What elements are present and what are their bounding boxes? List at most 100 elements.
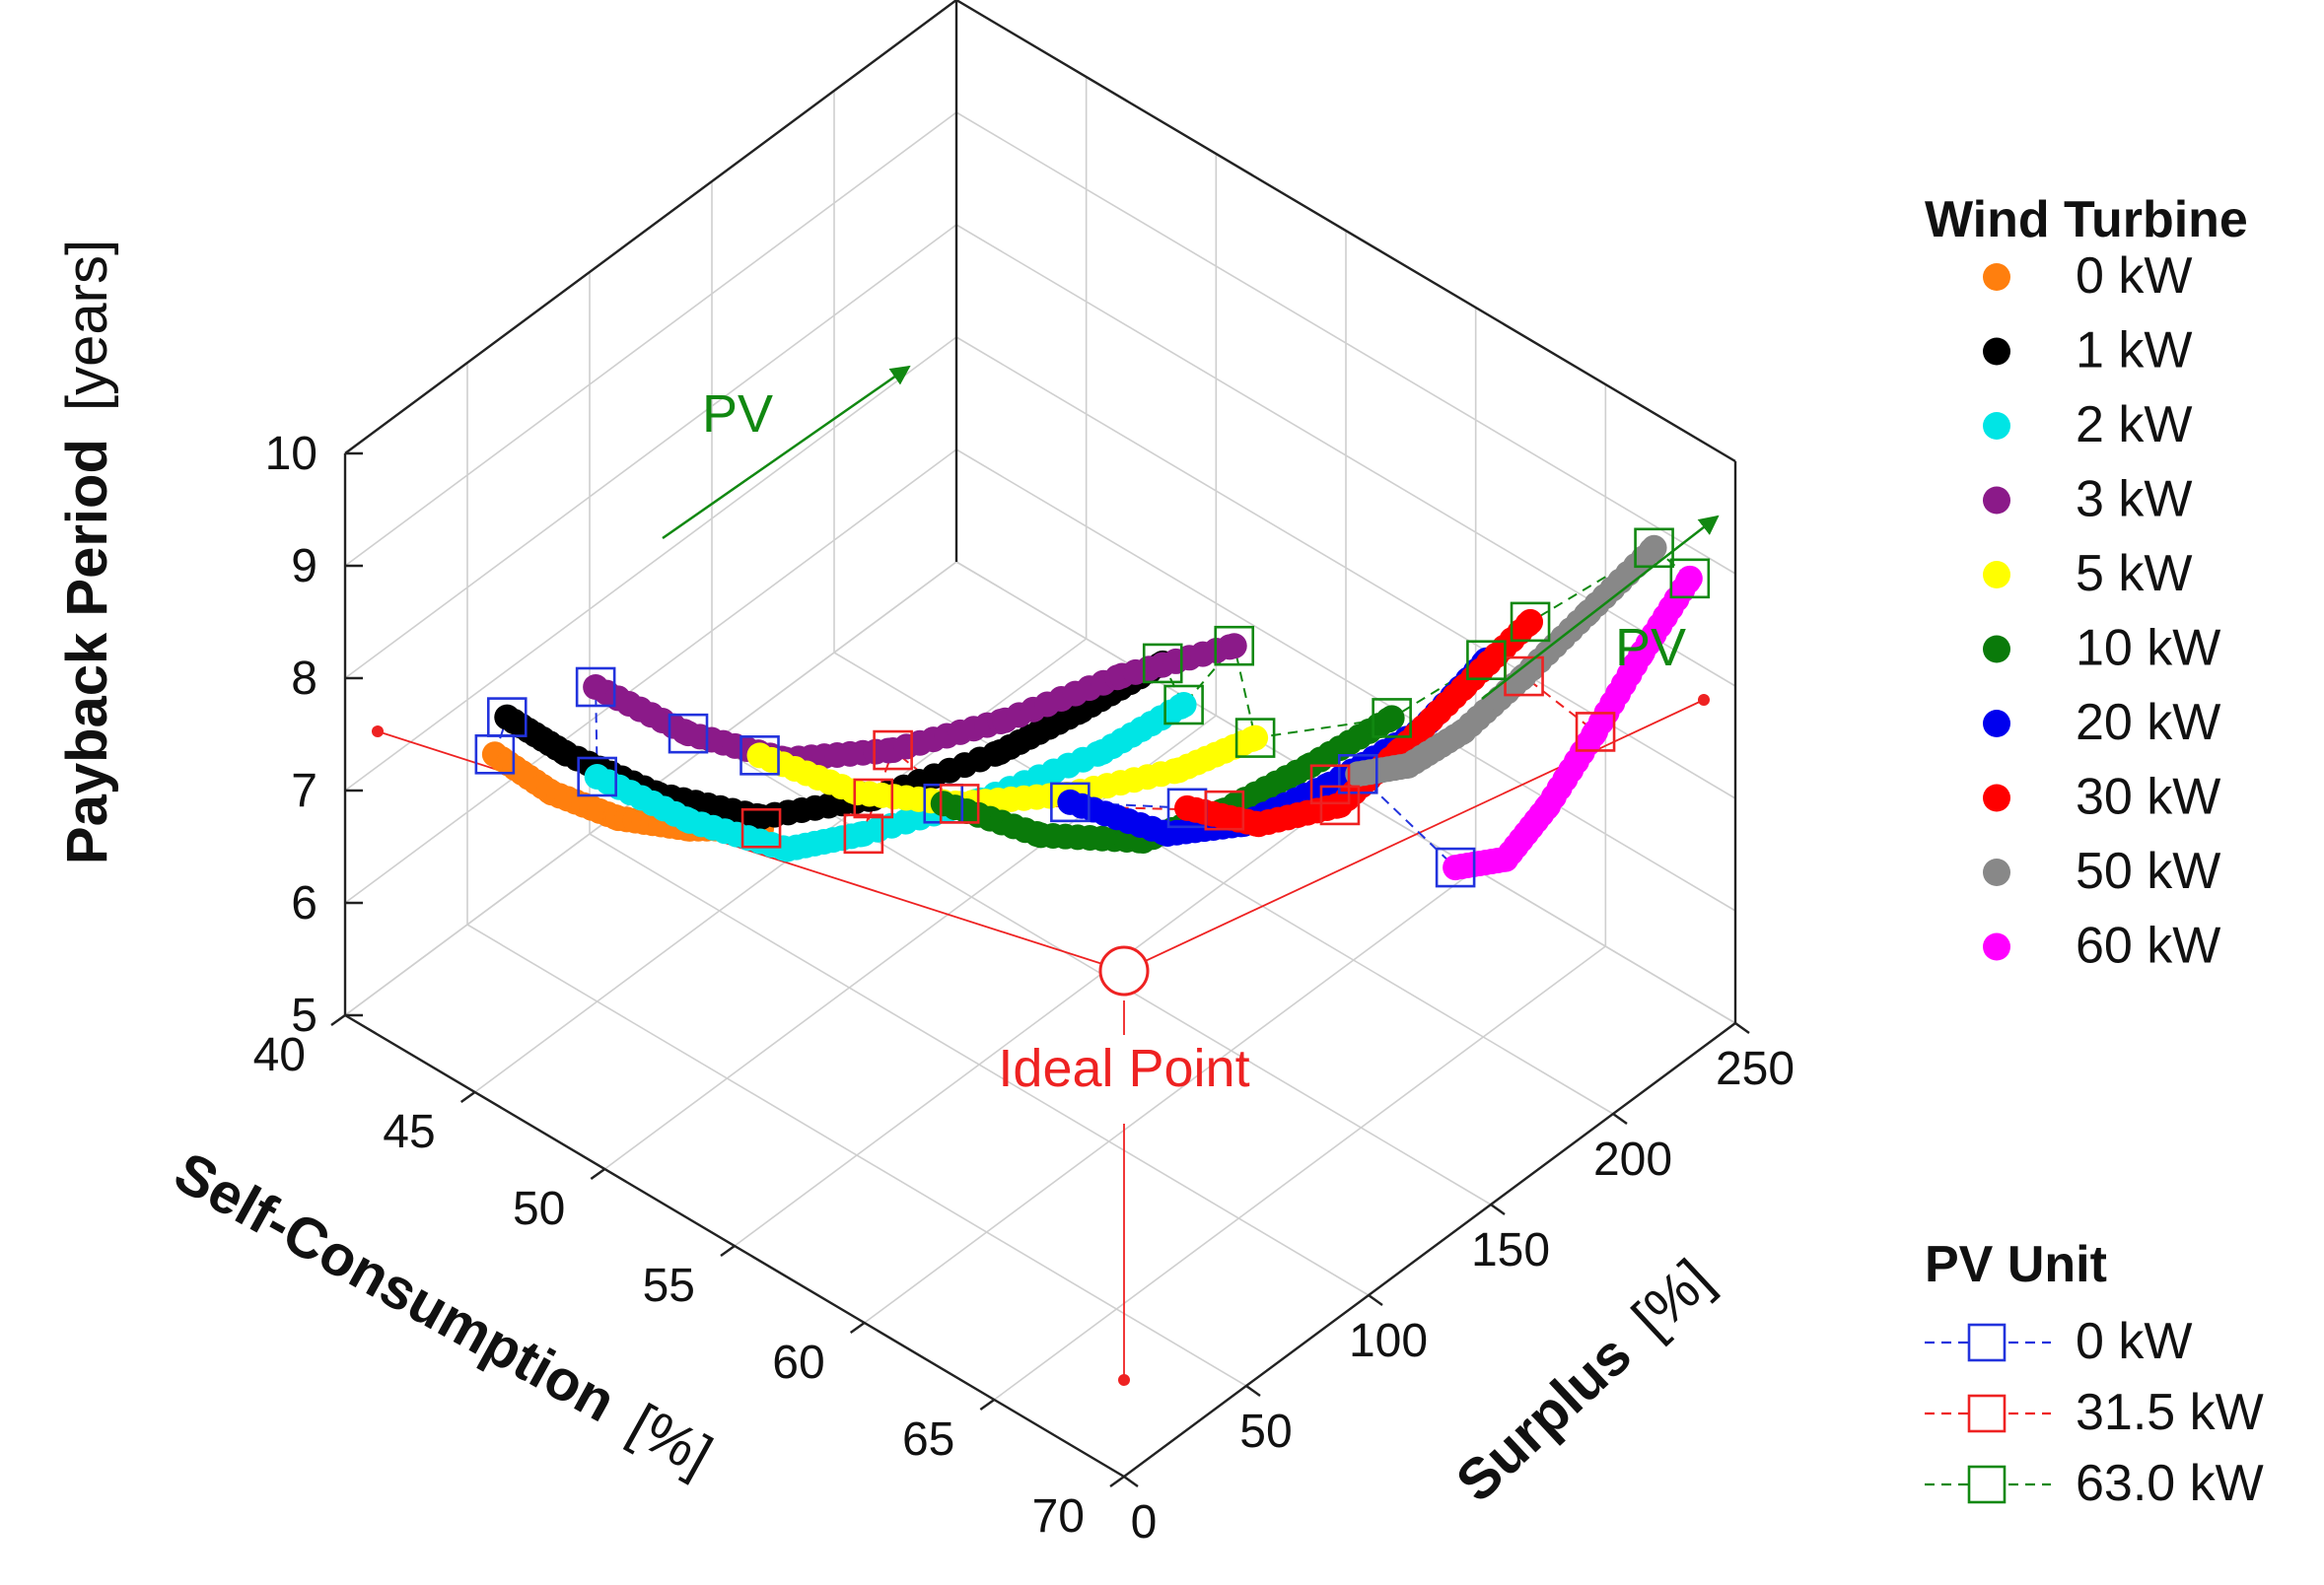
legend-wind-marker — [1983, 710, 2010, 737]
grid-floor-x — [864, 868, 1477, 1324]
grid-floor-x — [734, 792, 1347, 1247]
legend-pv-label: 31.5 kW — [2076, 1384, 2264, 1441]
wind-point — [1517, 608, 1544, 635]
legend-wind-label: 1 kW — [2076, 322, 2192, 379]
pv-marker — [1669, 558, 1711, 599]
ideal-proj-floor — [1118, 1374, 1130, 1386]
pv-marker — [577, 756, 617, 797]
ideal-point-group — [372, 694, 1710, 1386]
x-tick-label: 55 — [643, 1260, 695, 1312]
grid-floor-y — [589, 833, 1370, 1296]
pv-marker — [1234, 718, 1276, 758]
x-tick-label: 70 — [1032, 1490, 1085, 1543]
y-tick-label: 100 — [1349, 1315, 1428, 1367]
grid-floor-y — [466, 924, 1247, 1387]
grid-wall-z — [955, 111, 1736, 575]
wind-series-2-kw — [584, 692, 1197, 862]
x-tick — [979, 1399, 996, 1411]
wind-point — [1242, 724, 1269, 751]
legend-wind-marker — [1983, 486, 2010, 515]
pv-marker — [739, 735, 780, 776]
wind-point — [1378, 705, 1405, 731]
pv-marker — [668, 713, 709, 754]
x-tick-label: 50 — [513, 1183, 565, 1235]
wind-point — [1676, 565, 1703, 591]
pv-arrow-left — [662, 365, 911, 540]
z-tick-label: 5 — [291, 990, 317, 1042]
y-tick-label: 50 — [1239, 1406, 1292, 1458]
pv-marker — [1163, 684, 1204, 725]
pv-marker — [1575, 712, 1616, 752]
legend-wind-marker — [1983, 263, 2010, 291]
ideal-point-label: Ideal Point — [998, 1039, 1249, 1098]
grid-wall2-z — [344, 111, 957, 567]
legend-wind-marker — [1983, 412, 2010, 440]
y-tick — [1612, 1113, 1628, 1125]
legend-pv-marker — [1967, 1465, 2007, 1504]
legend-pv-title: PV Unit — [1925, 1236, 2107, 1293]
x-tick — [849, 1322, 866, 1334]
legend-wind-label: 20 kW — [2076, 694, 2220, 751]
y-tick-label: 150 — [1471, 1224, 1550, 1276]
legend-wind-marker — [1983, 561, 2010, 588]
ideal-line-left — [377, 730, 1125, 972]
wind-point — [1221, 633, 1247, 659]
x-tick-label: 45 — [383, 1106, 435, 1158]
legend-wind-label: 30 kW — [2076, 769, 2220, 826]
z-tick-label: 10 — [265, 428, 317, 480]
pv-marker — [486, 697, 528, 737]
grid-wall-z — [955, 448, 1736, 912]
pv-label-right: PV — [1615, 618, 1686, 677]
y-axis-title: Surplus [%] — [1444, 1247, 1725, 1514]
legend-wind-label: 5 kW — [2076, 545, 2192, 602]
grid-wall2-z — [344, 224, 957, 679]
x-axis-title: Self-Consumption [%] — [164, 1139, 722, 1487]
pv-marker — [843, 813, 884, 855]
wind-series-3-kw — [583, 633, 1247, 773]
pv-marker — [1510, 601, 1551, 643]
tick-labels: 5 6 7 8 9 10 40 45 50 55 60 65 70 0 50 100 150 200 250 — [253, 428, 1795, 1549]
x-tick — [590, 1168, 606, 1180]
z-tick-label: 9 — [291, 540, 317, 592]
legend-wind-label: 2 kW — [2076, 396, 2192, 453]
y-tick — [1490, 1204, 1506, 1215]
pv-marker — [575, 666, 616, 708]
grid-floor-x — [993, 945, 1606, 1401]
pv-marker — [1050, 782, 1091, 823]
x-tick-label: 40 — [253, 1029, 306, 1081]
z-tick-label: 8 — [291, 653, 317, 705]
ideal-proj-right — [1698, 694, 1710, 706]
x-tick — [720, 1245, 736, 1257]
x-tick — [1109, 1476, 1125, 1487]
pv-marker — [1466, 640, 1507, 681]
legend-pv-marker — [1967, 1323, 2007, 1362]
pv-marker — [1309, 764, 1351, 805]
ideal-point-marker — [1098, 945, 1150, 997]
y-tick — [1245, 1385, 1261, 1397]
box-edge — [344, 0, 957, 454]
legend-wind: 0 kW 1 kW 2 kW 3 kW 5 kW 10 kW 20 kW 30 kW 50 kW… — [1983, 247, 2220, 975]
legend-wind-label: 60 kW — [2076, 918, 2220, 975]
wind-point — [1170, 692, 1197, 718]
pv-marker — [1319, 785, 1361, 826]
legend-wind-marker — [1983, 932, 2010, 961]
pv-marker — [1214, 625, 1255, 666]
pv-marker — [1142, 643, 1183, 684]
pv-marker — [939, 784, 980, 824]
y-tick — [1123, 1476, 1139, 1487]
pv-arrow-right — [1481, 515, 1720, 700]
y-tick-label: 200 — [1593, 1134, 1672, 1186]
box-edge — [1123, 1022, 1736, 1478]
x-tick — [330, 1014, 346, 1026]
grid-wall2-z — [344, 448, 957, 904]
legend-wind-label: 3 kW — [2076, 471, 2192, 528]
pv-unit-markers — [474, 527, 1711, 888]
legend-wind-marker — [1983, 337, 2010, 366]
pv-marker — [853, 778, 894, 819]
x-tick-label: 65 — [902, 1413, 954, 1466]
y-tick-label: 250 — [1716, 1043, 1795, 1095]
ideal-line-right — [1123, 699, 1705, 972]
legend-wind-label: 50 kW — [2076, 843, 2220, 900]
legend-wind-marker — [1983, 635, 2010, 663]
